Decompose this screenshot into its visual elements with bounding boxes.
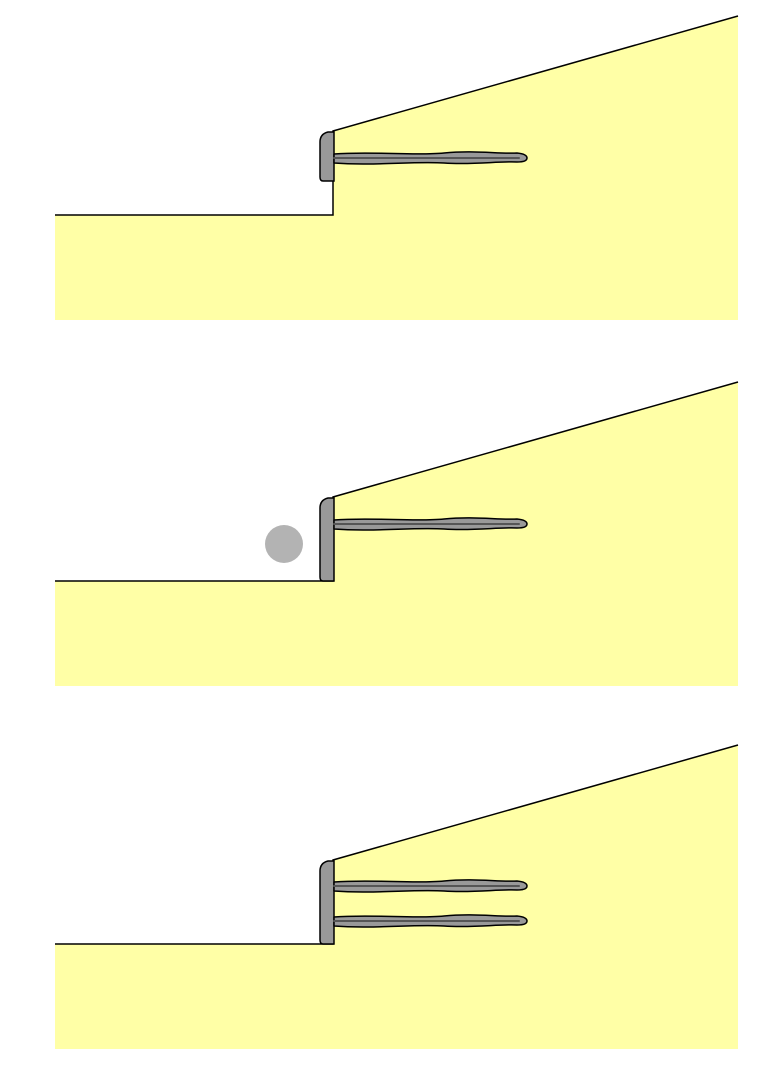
excavation-marker-circle: [265, 525, 303, 563]
shotcrete-facing: [319, 131, 335, 182]
panel-stage-2: [55, 381, 739, 686]
soil-mass: [55, 745, 738, 1049]
soil-nail-2: [333, 914, 528, 928]
soil-mass: [55, 382, 738, 686]
soil-nail-1: [333, 879, 528, 893]
soil-nail-1: [333, 151, 528, 165]
soil-mass: [55, 16, 738, 320]
soil-nail-1: [333, 517, 528, 531]
shotcrete-facing: [319, 497, 335, 582]
shotcrete-facing: [319, 860, 335, 945]
panel-stage-1: [55, 15, 739, 320]
panel-stage-3: [55, 744, 739, 1049]
